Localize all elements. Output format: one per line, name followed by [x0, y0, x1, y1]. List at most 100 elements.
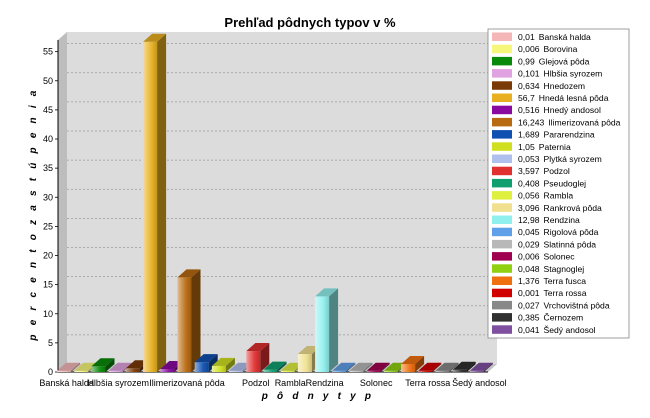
- legend-swatch: [492, 130, 512, 139]
- legend-entry: 0,01 Banská halda: [492, 32, 591, 42]
- legend-label: 0,048 Stagnoglej: [518, 264, 584, 274]
- bar-front: [383, 370, 398, 372]
- legend-entry: 0,006 Borovina: [492, 44, 578, 54]
- bar-top: [246, 343, 270, 352]
- bar-side: [157, 33, 167, 372]
- bar-front: [125, 368, 140, 372]
- legend-label: 0,408 Pseudoglej: [518, 178, 586, 188]
- legend-swatch: [492, 215, 512, 224]
- legend-entry: 1,689 Pararendzina: [492, 130, 595, 140]
- bar-top: [263, 361, 287, 370]
- legend-label: 3,597 Podzol: [518, 166, 570, 176]
- y-tick-label: 35: [43, 163, 53, 173]
- bar-side: [105, 358, 115, 372]
- y-tick-label: 0: [48, 367, 53, 377]
- legend-entry: 0,027 Vrchovištná pôda: [492, 300, 610, 310]
- bar-front: [401, 363, 416, 372]
- x-tick-label: Terra rossa: [405, 378, 450, 388]
- y-tick-label: 15: [43, 280, 53, 290]
- bar-front: [211, 365, 226, 372]
- bar-front: [418, 370, 433, 372]
- bar-solonec: [366, 362, 390, 372]
- legend-label: 0,029 Slatinná pôda: [518, 239, 596, 249]
- legend-entry: 3,096 Rankrová pôda: [492, 203, 602, 213]
- legend-swatch: [492, 117, 512, 127]
- y-tick-label: 20: [43, 251, 53, 261]
- legend-swatch: [492, 313, 512, 322]
- bar-banska-halda: [57, 362, 81, 372]
- legend-label: 0,027 Vrchovištná pôda: [518, 300, 610, 310]
- bar-front: [74, 370, 89, 372]
- y-tick-label: 45: [43, 105, 53, 115]
- bar-terra-fusca: [401, 355, 425, 372]
- bar-front: [57, 370, 72, 372]
- bar-pararendzina: [194, 354, 218, 372]
- bar-top: [177, 269, 201, 278]
- bar-top: [452, 361, 476, 370]
- bar-slatinna-poda: [349, 362, 373, 372]
- bar-side: [346, 362, 356, 372]
- bar-side: [191, 269, 201, 372]
- bar-front: [469, 370, 484, 372]
- legend-label: 1,376 Terra fusca: [518, 276, 586, 286]
- legend-entry: 16,243 Ilimerizovaná pôda: [492, 117, 621, 127]
- legend-swatch: [492, 154, 512, 163]
- plot-background: [58, 32, 497, 372]
- y-tick-label: 40: [43, 134, 53, 144]
- legend-swatch: [492, 105, 512, 115]
- legend-swatch: [492, 252, 512, 261]
- bar-ilimerizovana-poda: [177, 269, 201, 372]
- legend-label: 1,05 Paternia: [518, 142, 571, 152]
- legend-label: 56,7 Hnedá lesná pôda: [518, 93, 609, 103]
- legend-label: 0,01 Banská halda: [518, 32, 591, 42]
- y-tick-label: 50: [43, 76, 53, 86]
- legend-label: 0,056 Rambla: [518, 191, 573, 201]
- bar-side: [483, 362, 493, 372]
- bar-top: [315, 288, 339, 297]
- legend-swatch: [492, 300, 512, 310]
- y-tick-label: 25: [43, 221, 53, 231]
- bar-front: [332, 370, 347, 372]
- plot-wall: [58, 32, 497, 372]
- legend-entry: 56,7 Hnedá lesná pôda: [492, 93, 609, 103]
- legend-swatch: [492, 93, 512, 102]
- legend-swatch: [492, 44, 512, 54]
- legend-swatch: [492, 276, 512, 285]
- legend-entry: 0,99 Glejová pôda: [492, 56, 590, 66]
- legend-swatch: [492, 203, 512, 212]
- legend-label: 0,045 Rigolová pôda: [518, 227, 599, 237]
- legend-swatch: [492, 264, 512, 273]
- bar-side: [415, 355, 425, 372]
- legend-label: 3,096 Rankrová pôda: [518, 203, 602, 213]
- bar-glejova-poda: [91, 358, 115, 372]
- bar-top: [349, 362, 373, 371]
- bar-side: [260, 343, 270, 372]
- bar-front: [177, 277, 192, 372]
- legend-entry: 12,98 Rendzina: [492, 215, 580, 225]
- legend-label: 12,98 Rendzina: [518, 215, 580, 225]
- x-tick-label: Ilimerizovaná pôda: [149, 378, 225, 388]
- bar-rendzina: [315, 288, 339, 372]
- bar-side: [380, 362, 390, 372]
- bar-top: [211, 357, 235, 366]
- bar-sedy-andosol: [469, 362, 493, 372]
- legend-entry: 0,516 Hnedý andosol: [492, 105, 601, 115]
- legend-swatch: [492, 32, 512, 41]
- legend-swatch: [492, 166, 512, 176]
- y-axis-label: p e r c e n t o z a s t ú p e n i a: [28, 87, 39, 341]
- legend-entry: 0,029 Slatinná pôda: [492, 239, 596, 249]
- bar-side: [225, 357, 235, 372]
- bar-top: [91, 358, 115, 367]
- bar-top: [366, 362, 390, 371]
- legend-swatch: [492, 227, 512, 237]
- legend-label: 0,006 Borovina: [518, 44, 578, 54]
- legend-swatch: [492, 69, 512, 78]
- legend-entry: 3,597 Podzol: [492, 166, 570, 176]
- legend-label: 0,041 Šedý andosol: [518, 325, 596, 335]
- bar-front: [143, 41, 158, 372]
- legend-entry: 0,385 Černozem: [492, 313, 583, 323]
- bar-top: [418, 362, 442, 371]
- legend-label: 1,689 Pararendzina: [518, 130, 595, 140]
- bar-pseudoglej: [263, 361, 287, 372]
- legend-entry: 1,05 Paternia: [492, 142, 571, 152]
